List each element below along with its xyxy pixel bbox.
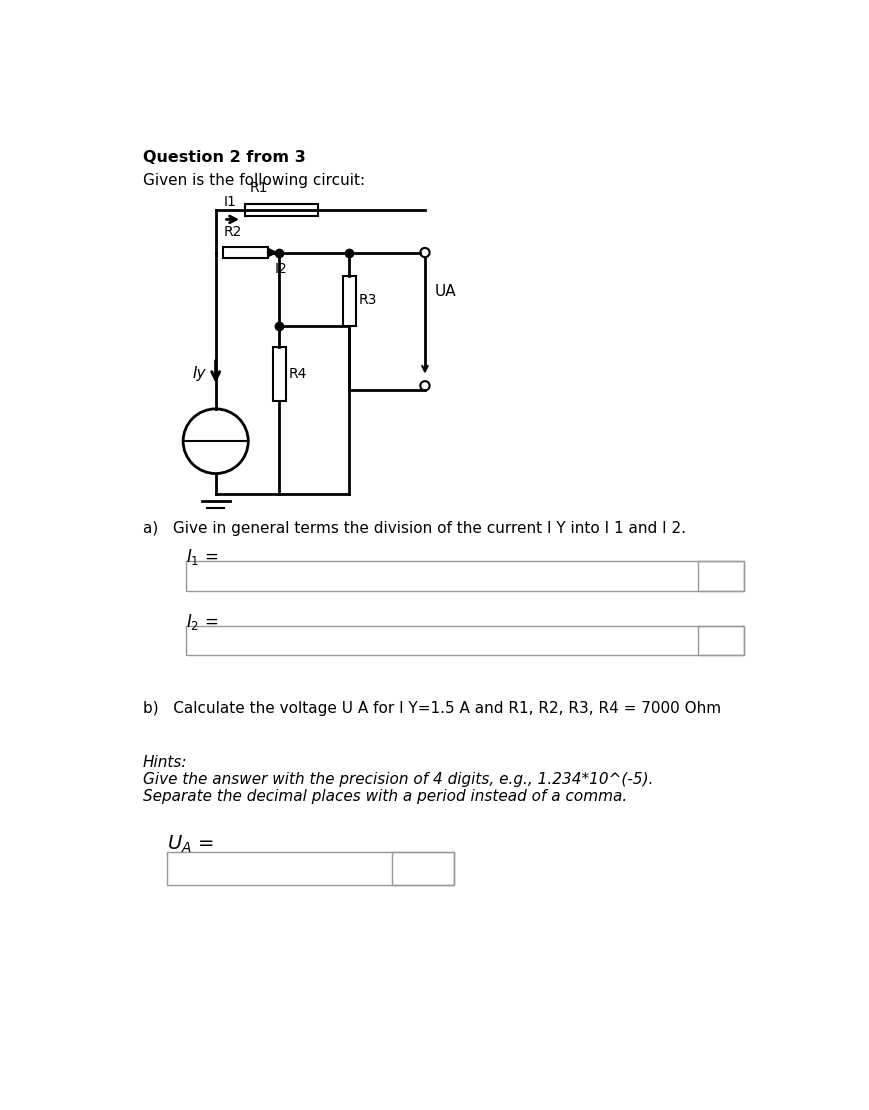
Text: R4: R4 — [289, 367, 307, 381]
Text: I1: I1 — [223, 194, 236, 209]
Text: $I_1$ =: $I_1$ = — [186, 547, 218, 567]
Bar — [245, 204, 318, 215]
Bar — [273, 347, 286, 401]
Bar — [223, 248, 268, 258]
Bar — [697, 626, 743, 655]
Text: b)   Calculate the voltage U A for I Y=1.5 A and R1, R2, R3, R4 = 7000 Ohm: b) Calculate the voltage U A for I Y=1.5… — [143, 702, 720, 716]
Bar — [186, 562, 743, 591]
Text: $U_A$ =: $U_A$ = — [167, 834, 214, 855]
Text: Question 2 from 3: Question 2 from 3 — [143, 150, 305, 165]
Text: $I_2$ =: $I_2$ = — [186, 612, 218, 632]
Text: UA: UA — [434, 283, 455, 299]
Text: Iy: Iy — [193, 366, 206, 381]
Text: Given is the following circuit:: Given is the following circuit: — [143, 173, 365, 189]
Bar — [342, 275, 355, 325]
Bar — [697, 562, 743, 591]
Text: Separate the decimal places with a period instead of a comma.: Separate the decimal places with a perio… — [143, 789, 627, 805]
Text: Give the answer with the precision of 4 digits, e.g., 1.234*10^(-5).: Give the answer with the precision of 4 … — [143, 773, 653, 787]
Bar — [167, 852, 453, 885]
Text: Hints:: Hints: — [143, 756, 187, 770]
Text: R2: R2 — [223, 224, 242, 239]
Text: R1: R1 — [249, 181, 268, 194]
Bar — [186, 626, 743, 655]
Text: a)   Give in general terms the division of the current I Y into I 1 and I 2.: a) Give in general terms the division of… — [143, 522, 685, 536]
Bar — [391, 852, 453, 885]
Text: I2: I2 — [274, 262, 287, 275]
Text: R3: R3 — [358, 293, 376, 307]
